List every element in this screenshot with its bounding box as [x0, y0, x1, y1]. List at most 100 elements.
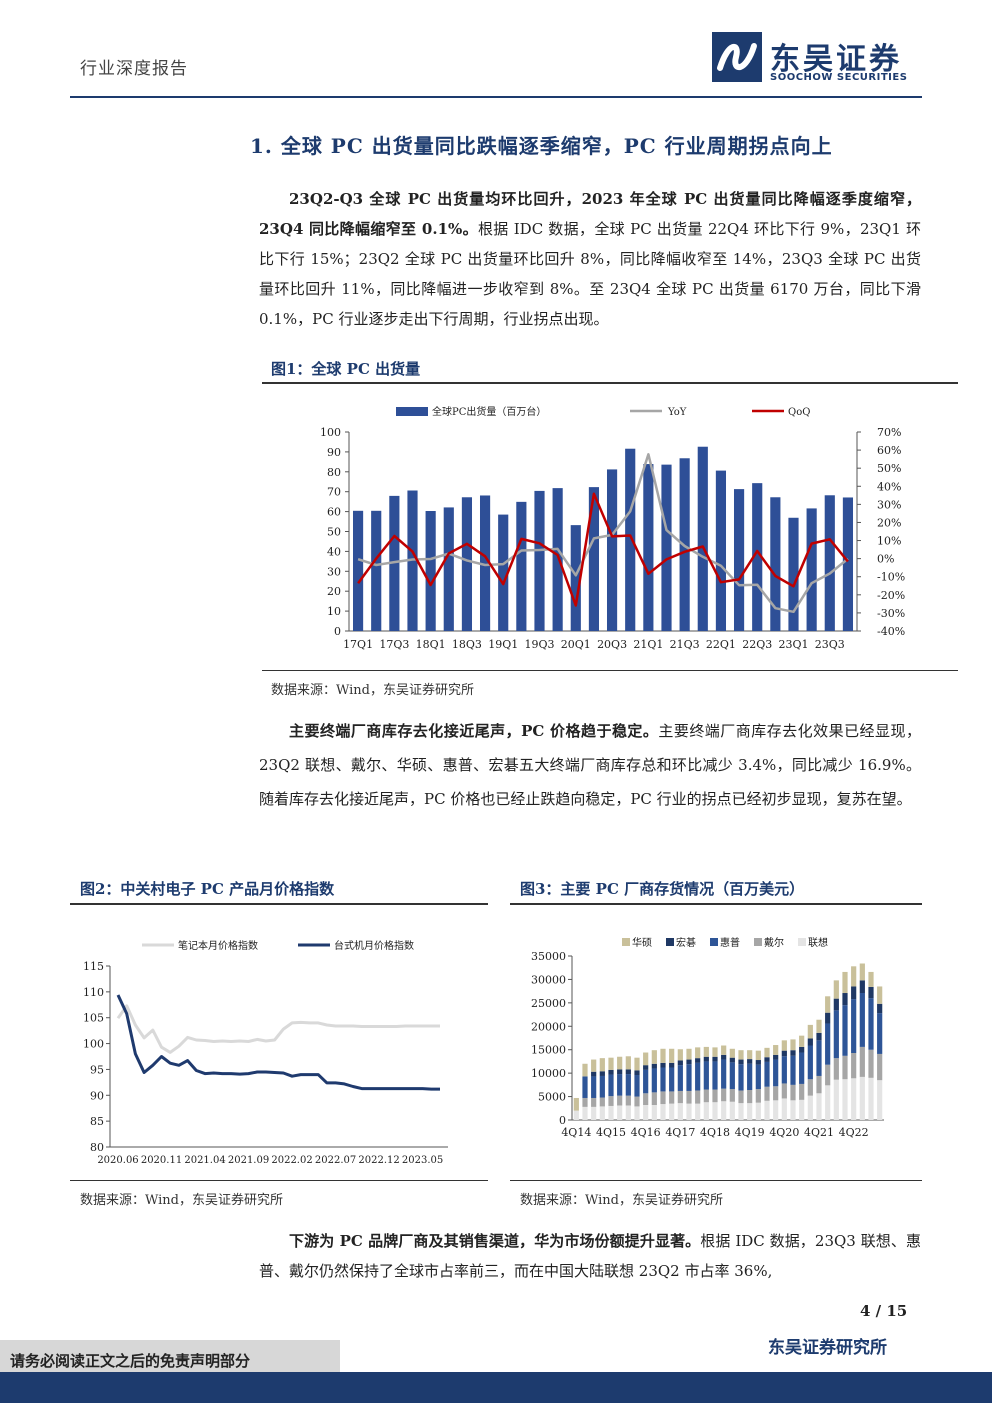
x-tick-label: 18Q3 — [452, 638, 482, 651]
bar-segment-dell — [712, 1089, 718, 1103]
bar-segment-dell — [773, 1086, 779, 1101]
legend-swatch-lenovo — [798, 938, 806, 946]
bar-segment-acer — [669, 1062, 675, 1068]
y-left-tick-label: 90 — [327, 446, 341, 459]
bar-shipment — [570, 525, 581, 631]
bar-segment-dell — [669, 1091, 675, 1104]
x-tick-label: 2023.05 — [402, 1155, 443, 1166]
bar-segment-dell — [790, 1084, 796, 1101]
bar-shipment — [516, 501, 527, 631]
bar-segment-lenovo — [669, 1103, 675, 1120]
bar-segment-acer — [868, 986, 874, 999]
bar-shipment — [425, 511, 436, 631]
legend-swatch-asus — [622, 938, 630, 946]
bar-shipment — [461, 497, 473, 631]
bar-segment-acer — [877, 1003, 883, 1014]
bar-segment-hp — [816, 1040, 822, 1076]
bar-segment-lenovo — [816, 1093, 822, 1120]
bar-segment-dell — [877, 1053, 883, 1081]
figure-2-bottom-rule — [70, 1180, 488, 1181]
bar-segment-lenovo — [686, 1103, 692, 1120]
bar-segment-lenovo — [825, 1085, 831, 1120]
bar-segment-asus — [868, 971, 874, 987]
report-type-label: 行业深度报告 — [80, 59, 188, 79]
bar-segment-lenovo — [859, 1076, 865, 1120]
bar-segment-lenovo — [643, 1105, 649, 1120]
bar-segment-dell — [764, 1086, 770, 1101]
bar-segment-asus — [851, 966, 857, 987]
bar-segment-hp — [755, 1064, 761, 1090]
bar-segment-hp — [807, 1045, 813, 1080]
bar-shipment — [498, 514, 509, 631]
bar-segment-hp — [868, 998, 874, 1050]
y-left-tick-label: 10 — [327, 605, 341, 618]
x-tick-label: 20Q3 — [597, 638, 627, 651]
figure-3-bottom-rule — [510, 1180, 922, 1181]
header-divider — [70, 96, 922, 98]
bar-segment-hp — [608, 1074, 614, 1097]
bar-segment-acer — [695, 1058, 701, 1063]
bar-segment-asus — [825, 996, 831, 1013]
y-left-tick-label: 0 — [334, 625, 341, 638]
bar-segment-dell — [625, 1095, 631, 1106]
x-tick-label: 4Q17 — [665, 1126, 695, 1139]
paragraph-inventory-lead: 主要终端厂商库存去化接近尾声，PC 价格趋于稳定。 — [289, 722, 659, 740]
bar-segment-dell — [651, 1092, 657, 1106]
y-tick-label: 80 — [90, 1141, 104, 1154]
paragraph-downstream: 下游为 PC 品牌厂商及其销售渠道，华为市场份额提升显著。根据 IDC 数据，2… — [259, 1226, 921, 1286]
bar-segment-asus — [686, 1048, 692, 1060]
figure-3-title: 图3：主要 PC 厂商存货情况（百万美元） — [520, 880, 805, 898]
bar-segment-hp — [721, 1059, 727, 1089]
bar-segment-dell — [781, 1083, 787, 1099]
x-tick-label: 19Q1 — [488, 638, 518, 651]
bar-segment-hp — [634, 1075, 640, 1097]
x-tick-label: 2020.11 — [141, 1155, 182, 1166]
x-tick-label: 21Q3 — [670, 638, 700, 651]
bar-segment-lenovo — [608, 1105, 614, 1120]
bar-segment-acer — [729, 1057, 735, 1063]
legend-swatch-dell — [754, 938, 762, 946]
footer-bar — [0, 1372, 992, 1403]
y-right-tick-label: -30% — [877, 607, 905, 620]
footer-disclaimer-band — [0, 1340, 340, 1372]
y-tick-label: 115 — [83, 960, 104, 973]
bar-segment-lenovo — [712, 1102, 718, 1120]
bar-segment-acer — [807, 1038, 813, 1046]
x-tick-label: 4Q18 — [700, 1126, 730, 1139]
y-left-tick-label: 40 — [327, 545, 341, 558]
bar-segment-acer — [686, 1059, 692, 1065]
figure-3-chart: 0 5000 10000 15000 20000 25000 30000 35000 4Q14 4… — [531, 936, 884, 1139]
company-logo: 东吴证券 SOOCHOW SECURITIES — [712, 32, 922, 88]
bar-segment-hp — [582, 1076, 588, 1098]
x-tick-label: 21Q1 — [633, 638, 663, 651]
bar-segment-acer — [833, 998, 839, 1011]
y-tick-label: 20000 — [531, 1020, 566, 1033]
bar-shipment — [842, 497, 854, 631]
legend-label-dell: 戴尔 — [764, 936, 784, 949]
bar-segment-lenovo — [582, 1106, 588, 1120]
y-tick-label: 0 — [559, 1114, 566, 1127]
bar-segment-acer — [816, 1032, 822, 1041]
bar-segment-acer — [773, 1054, 779, 1060]
bar-segment-asus — [712, 1047, 718, 1057]
figure-3-top-rule — [510, 903, 922, 905]
bar-shipment — [806, 508, 817, 631]
bar-segment-hp — [686, 1064, 692, 1091]
y-tick-label: 105 — [83, 1012, 104, 1025]
bar-segment-asus — [591, 1059, 597, 1072]
line-qoq — [357, 492, 849, 607]
bar-segment-acer — [643, 1065, 649, 1070]
bar-segment-hp — [790, 1055, 796, 1085]
legend-label-hp: 惠普 — [720, 936, 740, 949]
paragraph-inventory-body: 主要终端厂商库存去化效果已经显现，23Q2 联想、戴尔、华硕、惠普、宏碁五大终端… — [259, 722, 921, 808]
legend-swatch-acer — [666, 938, 674, 946]
bar-shipment — [606, 469, 618, 631]
figure-1-bottom-rule — [262, 670, 958, 671]
bar-shipment — [788, 517, 799, 631]
bar-segment-lenovo — [599, 1106, 605, 1120]
bar-segment-asus — [651, 1050, 657, 1064]
x-tick-label: 19Q3 — [524, 638, 554, 651]
bar-segment-lenovo — [634, 1106, 640, 1120]
bar-segment-hp — [617, 1074, 623, 1096]
